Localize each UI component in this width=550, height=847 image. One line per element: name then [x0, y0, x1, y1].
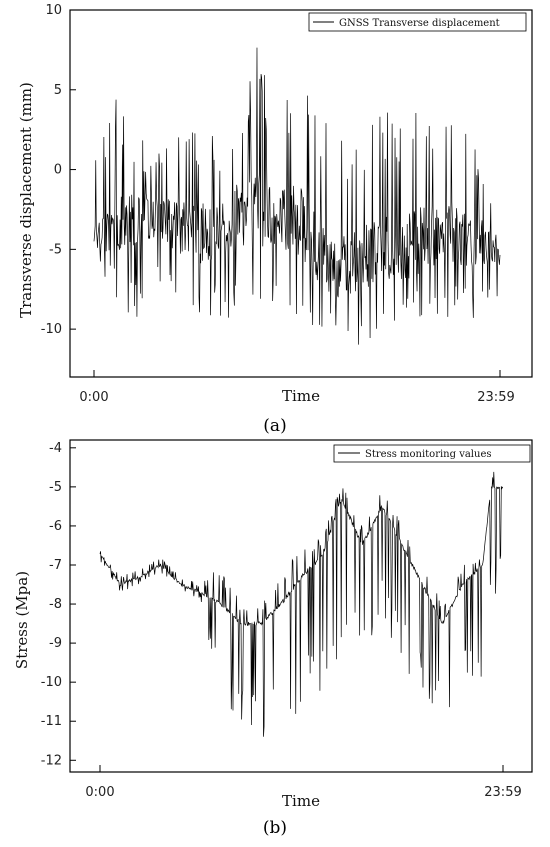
legend-b: Stress monitoring values — [333, 444, 531, 463]
y-tick-label: -7 — [49, 558, 62, 573]
legend-label-a: GNSS Transverse displacement — [339, 18, 500, 29]
series-gnss-transverse — [93, 47, 501, 345]
legend-label-b: Stress monitoring values — [365, 449, 492, 460]
panel-label-a: (a) — [263, 416, 286, 436]
panel-a: 10 5 0 -5 -10 0:00 23:59 Time Transverse dis… — [17, 3, 533, 436]
series-stress-monitoring — [99, 471, 503, 737]
y-tick-label: -6 — [49, 519, 62, 534]
panel-b: -4 -5 -6 -7 -8 -9 -10 -11 -12 0:00 23:59 Time St… — [13, 439, 533, 838]
x-tick-label-start-b: 0:00 — [85, 785, 114, 800]
legend-a: GNSS Transverse displacement — [308, 12, 527, 32]
series-line — [99, 471, 503, 737]
legend-box-a — [308, 12, 527, 32]
legend-box-b — [333, 444, 531, 463]
series-line — [93, 47, 501, 345]
y-ticks-a: 10 5 0 -5 -10 — [41, 3, 76, 337]
y-tick-label: 0 — [54, 163, 62, 178]
y-tick-label: 5 — [54, 83, 62, 98]
plot-frame-a — [69, 9, 533, 378]
y-tick-label: -9 — [49, 636, 62, 651]
y-tick-label: -10 — [41, 675, 62, 690]
x-axis-title-b: Time — [282, 792, 320, 810]
plot-frame-b — [69, 439, 533, 773]
y-tick-label: -4 — [49, 441, 62, 456]
x-tick-label-end-b: 23:59 — [484, 785, 521, 800]
panel-label-b: (b) — [263, 818, 287, 838]
y-tick-label: -5 — [49, 480, 62, 495]
y-tick-label: -12 — [41, 753, 62, 768]
y-tick-label: 10 — [45, 3, 62, 18]
y-axis-title-a: Transverse displacement (mm) — [17, 82, 35, 318]
x-tick-label-start-a: 0:00 — [79, 390, 108, 405]
y-tick-label: -8 — [49, 597, 62, 612]
x-axis-title-a: Time — [282, 387, 320, 405]
y-axis-title-b: Stress (Mpa) — [13, 571, 31, 669]
y-ticks-b: -4 -5 -6 -7 -8 -9 -10 -11 -12 — [41, 441, 76, 768]
x-tick-label-end-a: 23:59 — [477, 390, 514, 405]
y-tick-label: -11 — [41, 714, 62, 729]
y-tick-label: -10 — [41, 322, 62, 337]
y-tick-label: -5 — [49, 242, 62, 257]
